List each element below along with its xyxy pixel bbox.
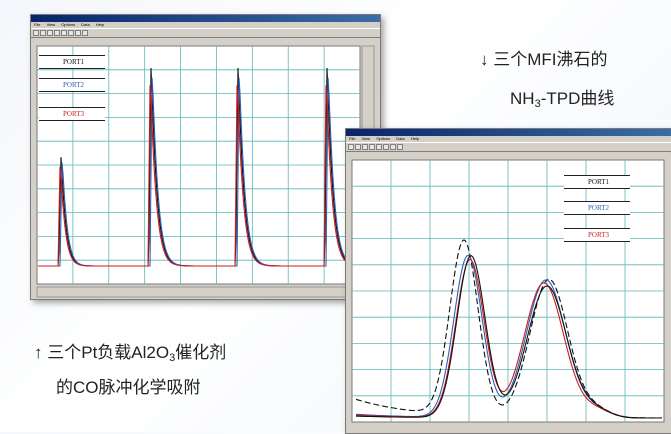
window-titlebar[interactable] — [31, 15, 380, 22]
caption-subscript: 3 — [169, 352, 176, 364]
toolbar-button[interactable] — [376, 144, 382, 150]
mfi-caption-text: 三个MFI沸石的 — [493, 50, 608, 69]
toolbar-button[interactable] — [362, 144, 368, 150]
nh3-tpd-window: File View Options Data Help PORT1 PORT2 … — [345, 128, 671, 434]
legend-port2: PORT2 — [39, 78, 105, 92]
menu-file[interactable]: File — [349, 136, 356, 141]
menu-options[interactable]: Options — [61, 22, 76, 27]
caption-part: NH — [510, 89, 535, 108]
toolbar-button[interactable] — [82, 30, 88, 36]
caption-part: 催化剂 — [175, 343, 227, 362]
toolbar-button[interactable] — [383, 144, 389, 150]
menu-view[interactable]: View — [361, 136, 371, 141]
legend-port1: PORT1 — [39, 55, 105, 69]
pt-caption-line2: 的CO脉冲化学吸附 — [56, 378, 201, 397]
toolbar-button[interactable] — [54, 30, 60, 36]
menu-bar: File View Options Data Help — [31, 22, 380, 28]
legend-port2: PORT2 — [564, 201, 630, 215]
caption-subscript: 3 — [534, 98, 541, 110]
menu-view[interactable]: View — [46, 22, 56, 27]
toolbar-button[interactable] — [33, 30, 39, 36]
nh3-tpd-series-4 — [355, 255, 662, 419]
toolbar-button[interactable] — [75, 30, 81, 36]
toolbar-button[interactable] — [397, 144, 403, 150]
menu-bar: File View Options Data Help — [346, 136, 671, 142]
toolbar-button[interactable] — [355, 144, 361, 150]
menu-help[interactable]: Help — [95, 22, 105, 27]
legend-port1: PORT1 — [564, 175, 630, 189]
up-arrow-icon: ↑ — [34, 343, 43, 362]
mfi-caption-line1: ↓ 三个MFI沸石的 — [480, 45, 608, 70]
co-pulse-series-3 — [38, 85, 360, 267]
caption-part: -TPD曲线 — [540, 89, 615, 108]
down-arrow-icon: ↓ — [480, 50, 489, 69]
toolbar — [346, 142, 671, 152]
menu-options[interactable]: Options — [376, 136, 391, 141]
toolbar-button[interactable] — [47, 30, 53, 36]
pt-caption-line1: ↑ 三个Pt负载Al2O3催化剂 — [34, 338, 226, 364]
window-titlebar[interactable] — [346, 129, 671, 136]
legend-port3: PORT3 — [39, 107, 105, 121]
menu-data[interactable]: Data — [396, 136, 405, 141]
co-pulse-window: File View Options Data Help PORT1 PORT2 … — [30, 14, 381, 300]
menu-data[interactable]: Data — [81, 22, 90, 27]
toolbar-button[interactable] — [348, 144, 354, 150]
menu-help[interactable]: Help — [410, 136, 420, 141]
mfi-caption-line2: NH3-TPD曲线 — [510, 84, 614, 110]
nh3-tpd-series-1 — [355, 239, 662, 419]
menu-file[interactable]: File — [34, 22, 41, 27]
toolbar — [31, 28, 380, 38]
toolbar-button[interactable] — [68, 30, 74, 36]
caption-part: 三个Pt负载Al2O — [47, 343, 170, 362]
toolbar-button[interactable] — [369, 144, 375, 150]
toolbar-button[interactable] — [61, 30, 67, 36]
legend-port3: PORT3 — [564, 228, 630, 242]
toolbar-button[interactable] — [40, 30, 46, 36]
nh3-tpd-plot — [346, 152, 671, 433]
horizontal-scrollbar — [36, 286, 361, 298]
toolbar-button[interactable] — [390, 144, 396, 150]
